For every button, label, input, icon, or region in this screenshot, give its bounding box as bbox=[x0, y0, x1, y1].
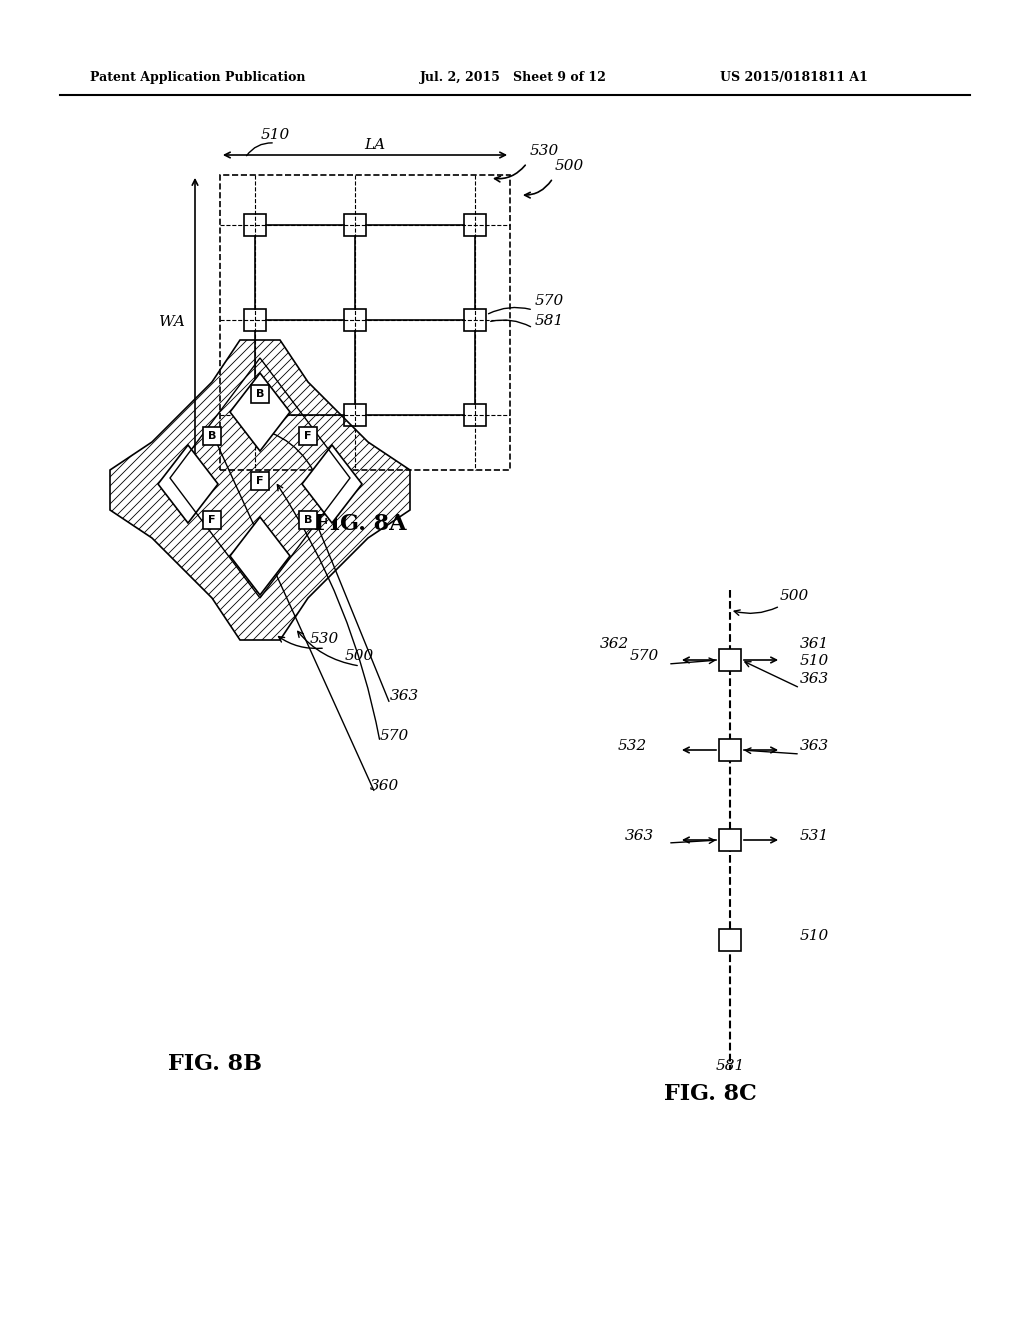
Bar bbox=[344, 404, 366, 426]
Text: 360: 360 bbox=[370, 779, 399, 793]
Text: 581: 581 bbox=[535, 314, 564, 327]
Bar bbox=[344, 214, 366, 236]
Text: 581: 581 bbox=[716, 1059, 744, 1073]
Bar bbox=[244, 404, 266, 426]
Bar bbox=[719, 829, 741, 851]
Text: 570: 570 bbox=[535, 294, 564, 308]
Text: B: B bbox=[208, 432, 216, 441]
Text: 500: 500 bbox=[780, 589, 809, 603]
Polygon shape bbox=[158, 445, 218, 523]
Text: FIG. 8B: FIG. 8B bbox=[168, 1053, 262, 1074]
Text: FIG. 8A: FIG. 8A bbox=[313, 513, 407, 535]
Text: B: B bbox=[256, 389, 264, 399]
Text: 500: 500 bbox=[345, 649, 374, 663]
Bar bbox=[464, 214, 486, 236]
Bar bbox=[299, 511, 317, 529]
Bar bbox=[244, 214, 266, 236]
Text: B: B bbox=[304, 515, 312, 525]
Text: 510: 510 bbox=[800, 653, 829, 668]
Text: 581: 581 bbox=[305, 479, 335, 492]
Text: 530: 530 bbox=[530, 144, 559, 158]
Text: 510: 510 bbox=[260, 128, 290, 143]
Text: 570: 570 bbox=[630, 649, 659, 663]
Polygon shape bbox=[230, 517, 290, 595]
Bar bbox=[344, 309, 366, 331]
Text: 361: 361 bbox=[800, 638, 829, 651]
Text: F: F bbox=[304, 432, 311, 441]
Text: 363: 363 bbox=[800, 739, 829, 752]
Text: 363: 363 bbox=[390, 689, 419, 704]
Text: 362: 362 bbox=[600, 638, 630, 651]
Bar bbox=[220, 176, 510, 470]
Bar bbox=[251, 473, 269, 490]
Bar bbox=[719, 929, 741, 950]
Text: LA: LA bbox=[365, 139, 386, 152]
Text: US 2015/0181811 A1: US 2015/0181811 A1 bbox=[720, 71, 868, 84]
Bar bbox=[203, 426, 221, 445]
Bar bbox=[719, 649, 741, 671]
Text: F: F bbox=[256, 477, 264, 486]
Bar bbox=[719, 739, 741, 762]
Text: 531: 531 bbox=[800, 829, 829, 843]
Bar bbox=[299, 426, 317, 445]
Text: 532: 532 bbox=[618, 739, 647, 752]
Bar bbox=[251, 385, 269, 403]
Text: 500: 500 bbox=[555, 158, 585, 173]
Bar bbox=[244, 309, 266, 331]
Bar bbox=[203, 511, 221, 529]
Text: Patent Application Publication: Patent Application Publication bbox=[90, 71, 305, 84]
Text: F: F bbox=[208, 515, 216, 525]
Polygon shape bbox=[230, 374, 290, 451]
Text: FIG. 8C: FIG. 8C bbox=[664, 1082, 757, 1105]
Bar bbox=[464, 404, 486, 426]
Text: 570: 570 bbox=[380, 729, 410, 743]
Text: 530: 530 bbox=[310, 632, 339, 645]
Text: 363: 363 bbox=[800, 672, 829, 686]
Text: Jul. 2, 2015   Sheet 9 of 12: Jul. 2, 2015 Sheet 9 of 12 bbox=[420, 71, 607, 84]
Text: 510: 510 bbox=[800, 929, 829, 942]
Bar bbox=[464, 309, 486, 331]
Text: 363: 363 bbox=[625, 829, 654, 843]
Text: WA: WA bbox=[159, 315, 185, 329]
Polygon shape bbox=[302, 445, 362, 523]
